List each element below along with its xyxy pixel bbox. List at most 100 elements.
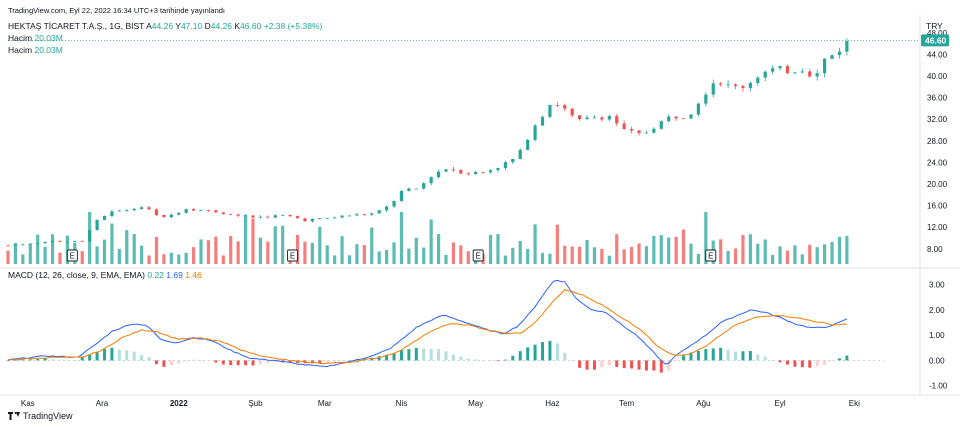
price-tick-label: 8.00: [927, 245, 943, 254]
candle-body: [362, 214, 366, 216]
volume-bar: [125, 230, 129, 264]
candle-body: [570, 108, 574, 116]
chart-axes[interactable]: 48.00 44.00 40.00 36.00 32.00 28.00 24.00 20.00…: [0, 15, 960, 408]
volume-bar: [214, 236, 218, 264]
macd-hist-bar: [399, 350, 403, 361]
candle-body: [444, 169, 448, 172]
volume-bar: [221, 255, 225, 264]
macd-hist-bar: [288, 360, 292, 363]
price-tick-label: 16.00: [927, 202, 948, 211]
candle-body: [88, 230, 92, 242]
macd-hist-bar: [370, 357, 374, 361]
macd-hist-bar: [325, 360, 329, 364]
candle-body: [333, 217, 337, 219]
candle-body: [125, 210, 129, 212]
candle-body: [585, 117, 589, 120]
macd-hist-bar: [518, 351, 522, 361]
macd-hist-bar: [503, 359, 507, 361]
volume-bar: [763, 239, 767, 264]
macd-hist-bar: [414, 348, 418, 361]
volume-bar: [206, 240, 211, 264]
symbol-legend[interactable]: HEKTAŞ TİCARET T.A.Ş., 1G, BIST A44.26 Y…: [8, 21, 322, 31]
volume-bar: [459, 245, 463, 264]
earnings-marker[interactable]: E: [705, 249, 717, 262]
volume-bar: [726, 250, 730, 264]
candle-body: [310, 218, 314, 222]
time-tick-label: Nis: [396, 399, 408, 408]
candle-body: [169, 214, 173, 218]
earnings-marker[interactable]: E: [287, 249, 299, 262]
earnings-marker-label: E: [70, 252, 75, 261]
earnings-marker-box: [705, 249, 717, 262]
volume-bar: [823, 244, 827, 264]
time-tick-label: Ara: [96, 399, 109, 408]
macd-legend[interactable]: MACD (12, 26, close, 9, EMA, EMA) 0.22 1…: [8, 270, 202, 280]
candle-body: [340, 215, 344, 218]
candle-body: [578, 115, 582, 120]
volume-bar: [258, 237, 263, 264]
macd-tick-label: 0.00: [929, 356, 945, 365]
candle-body: [474, 171, 478, 175]
volume-bar: [845, 236, 849, 264]
volume-bar: [674, 236, 678, 264]
macd-hist-value: 0.22: [147, 270, 164, 280]
candle-body: [548, 105, 552, 117]
candle-body: [555, 105, 559, 106]
candle-body: [184, 209, 188, 213]
macd-hist-bar: [466, 358, 470, 361]
macd-hist-bar: [541, 342, 545, 361]
volume-bar: [229, 236, 233, 264]
macd-hist-bar: [808, 360, 812, 368]
candle-body: [80, 240, 84, 242]
candle-body: [756, 77, 760, 83]
earnings-marker-label: E: [290, 252, 295, 261]
candle-body: [6, 245, 10, 247]
symbol-title: HEKTAŞ TİCARET T.A.Ş., 1G, BIST: [8, 21, 145, 31]
volume-bar: [303, 241, 307, 264]
macd-hist-bar: [711, 348, 715, 361]
macd-hist-bar: [555, 343, 559, 361]
volume-legend-2[interactable]: Hacim 20.03M: [8, 45, 63, 55]
candle-body: [288, 214, 292, 217]
macd-hist-bar: [726, 349, 730, 361]
earnings-marker[interactable]: E: [472, 249, 484, 262]
candle-body: [778, 66, 782, 69]
volume-bar: [199, 239, 203, 264]
footer-brand-text: TradingView: [23, 411, 73, 421]
candle-body: [785, 66, 790, 74]
tradingview-logo-icon: [8, 412, 20, 420]
macd-hist-bar: [667, 360, 671, 371]
candle-body: [117, 210, 121, 212]
macd-hist-bar: [526, 347, 530, 361]
macd-value: 1.69: [166, 270, 183, 280]
candle-body: [13, 244, 18, 246]
candle-body: [199, 210, 203, 211]
volume-bar: [191, 247, 196, 264]
macd-hist-bar: [162, 360, 166, 367]
published-text: TradingView.com, Eyl 22, 2022 16:34 UTC+…: [8, 6, 226, 15]
footer-branding[interactable]: TradingView: [8, 411, 73, 421]
volume-bar: [36, 234, 40, 264]
macd-hist-bar: [110, 347, 114, 361]
volume-bar: [43, 246, 47, 264]
volume-bar: [578, 246, 582, 264]
macd-hist-bar: [748, 350, 752, 361]
macd-hist-bar: [65, 359, 69, 361]
macd-hist-bar: [474, 359, 478, 361]
macd-hist-bar: [258, 360, 262, 365]
macd-hist-bar: [481, 360, 485, 361]
candle-body: [845, 41, 849, 52]
candle-body: [236, 214, 240, 216]
volume-legend-1[interactable]: Hacim 20.03M: [8, 33, 63, 43]
macd-hist-bar: [43, 358, 47, 361]
candle-body: [429, 177, 433, 184]
candle-body: [140, 207, 144, 209]
volume-bar: [526, 248, 530, 264]
candle-body: [21, 244, 25, 246]
macd-hist-bar: [206, 360, 210, 362]
earnings-marker[interactable]: E: [66, 249, 78, 262]
volume-bar: [295, 234, 300, 264]
candle-body: [771, 68, 775, 72]
